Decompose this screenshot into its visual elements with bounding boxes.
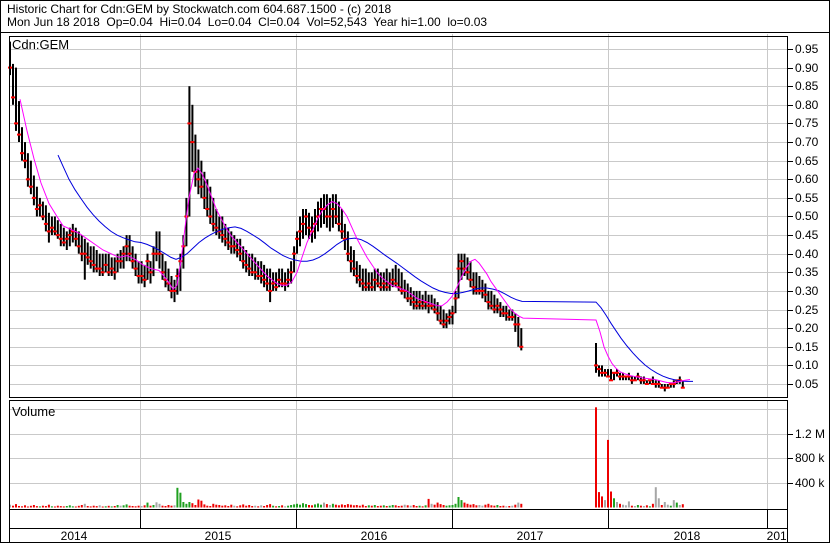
x-axis-year-labels: 2014 2015 2016 2017 2018 2019 — [10, 529, 786, 543]
right-axis-labels: 0.95 0.90 0.85 0.80 0.75 0.70 0.65 0.60 0.55 0.50… — [791, 1, 829, 542]
year-label-2015: 2015 — [204, 529, 232, 543]
price-axis-tick: 0.65 — [795, 153, 819, 168]
pane-borders — [1, 32, 829, 542]
year-label-2014: 2014 — [60, 529, 88, 543]
volume-bars — [9, 407, 684, 508]
price-axis-tick: 0.80 — [795, 97, 819, 112]
price-bars — [8, 41, 685, 392]
price-axis-tick: 0.50 — [795, 209, 819, 224]
quote-summary-line: Mon Jun 18 2018 Op=0.04 Hi=0.04 Lo=0.04 … — [7, 15, 488, 29]
price-axis-tick: 0.15 — [795, 339, 819, 354]
chart-title: Historic Chart for Cdn:GEM by Stockwatch… — [7, 2, 392, 16]
price-axis-tick: 0.90 — [795, 60, 819, 75]
year-label-2019: 2019 — [766, 529, 786, 543]
price-axis-tick: 0.85 — [795, 79, 819, 94]
year-label-2016: 2016 — [360, 529, 388, 543]
volume-axis-tick: 1.2 M — [795, 426, 826, 441]
price-axis-tick: 0.95 — [795, 42, 819, 56]
price-axis-tick: 0.35 — [795, 265, 819, 280]
symbol-label: Cdn:GEM — [12, 37, 70, 52]
price-axis-tick: 0.30 — [795, 283, 819, 298]
price-axis-tick: 0.10 — [795, 358, 819, 373]
price-axis-tick: 0.25 — [795, 302, 819, 317]
moving-average-lines — [19, 99, 693, 384]
price-axis-tick: 0.20 — [795, 321, 819, 336]
price-axis-tick: 0.55 — [795, 190, 819, 205]
price-axis-tick: 0.05 — [795, 376, 819, 391]
year-label-2017: 2017 — [516, 529, 544, 543]
price-axis-tick: 0.75 — [795, 116, 819, 131]
price-axis-tick: 0.60 — [795, 172, 819, 187]
gridlines — [9, 34, 787, 509]
volume-axis-tick: 800 k — [795, 451, 825, 466]
year-label-2018: 2018 — [673, 529, 701, 543]
price-axis-tick: 0.40 — [795, 246, 819, 261]
price-axis-tick: 0.70 — [795, 135, 819, 150]
price-axis-tick: 0.45 — [795, 228, 819, 243]
volume-pane-label: Volume — [12, 404, 56, 419]
volume-axis-tick: 400 k — [795, 475, 825, 490]
